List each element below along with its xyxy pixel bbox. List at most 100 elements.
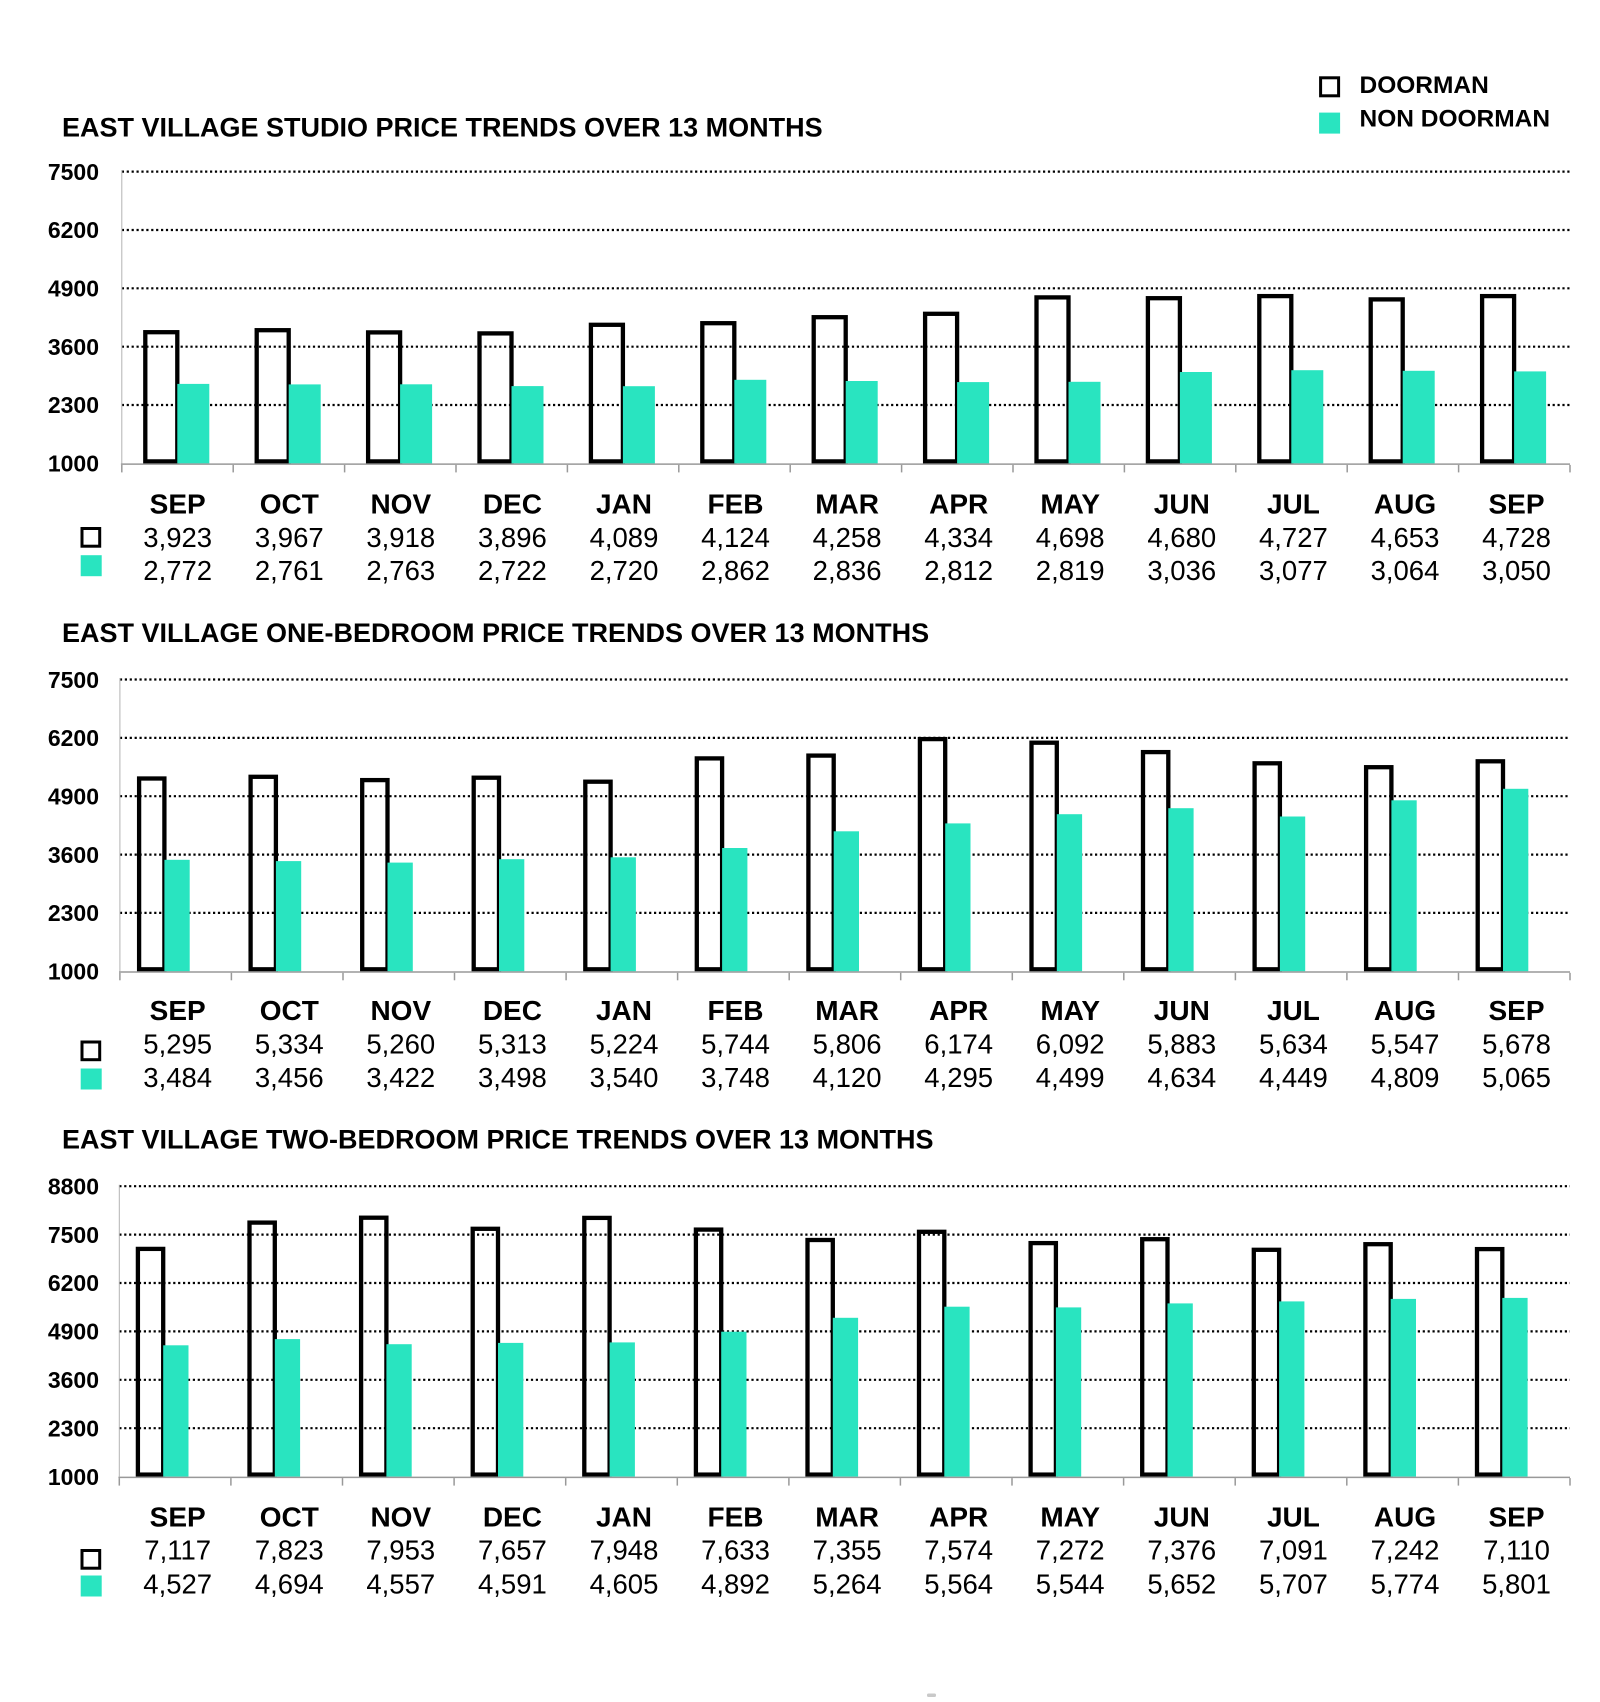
svg-text:MAY: MAY — [1040, 1502, 1100, 1533]
svg-text:4900: 4900 — [48, 784, 99, 810]
svg-text:4,557: 4,557 — [366, 1569, 435, 1600]
svg-text:4,124: 4,124 — [701, 522, 770, 553]
svg-text:SEP: SEP — [150, 1502, 206, 1533]
svg-text:4,120: 4,120 — [813, 1062, 882, 1093]
svg-text:EAST VILLAGE ONE-BEDROOM PRICE: EAST VILLAGE ONE-BEDROOM PRICE TRENDS OV… — [62, 618, 929, 648]
svg-text:7,574: 7,574 — [924, 1534, 993, 1565]
svg-text:3,748: 3,748 — [701, 1062, 770, 1093]
svg-text:5,544: 5,544 — [1036, 1569, 1105, 1600]
svg-text:APR: APR — [929, 1502, 988, 1533]
svg-text:7,376: 7,376 — [1147, 1534, 1216, 1565]
svg-text:SEP: SEP — [150, 488, 206, 519]
svg-text:FEB: FEB — [708, 488, 764, 519]
svg-text:MAR: MAR — [815, 488, 879, 519]
svg-text:3,967: 3,967 — [255, 522, 324, 553]
svg-text:5,547: 5,547 — [1371, 1029, 1440, 1060]
svg-text:SEP: SEP — [1488, 995, 1544, 1026]
svg-text:3600: 3600 — [48, 842, 99, 868]
svg-text:2,862: 2,862 — [701, 555, 770, 586]
svg-text:JAN: JAN — [596, 488, 652, 519]
svg-text:3,077: 3,077 — [1259, 555, 1328, 586]
svg-text:FEB: FEB — [708, 995, 764, 1026]
svg-text:8800: 8800 — [48, 1173, 99, 1199]
svg-text:2,772: 2,772 — [143, 555, 212, 586]
svg-text:OCT: OCT — [260, 488, 319, 519]
svg-text:4,728: 4,728 — [1482, 522, 1551, 553]
svg-text:4,591: 4,591 — [478, 1569, 547, 1600]
svg-text:SEP: SEP — [1488, 1502, 1544, 1533]
svg-text:5,744: 5,744 — [701, 1029, 770, 1060]
svg-text:NON DOORMAN: NON DOORMAN — [1360, 106, 1551, 133]
svg-text:MAY: MAY — [1040, 995, 1100, 1026]
svg-text:OCT: OCT — [260, 1502, 319, 1533]
svg-text:2,812: 2,812 — [924, 555, 993, 586]
svg-text:MAR: MAR — [815, 995, 879, 1026]
svg-text:SEP: SEP — [1488, 488, 1544, 519]
svg-text:4,499: 4,499 — [1036, 1062, 1105, 1093]
svg-text:1000: 1000 — [48, 959, 99, 985]
svg-text:7500: 7500 — [48, 159, 99, 185]
svg-text:2300: 2300 — [48, 900, 99, 926]
svg-text:2,720: 2,720 — [590, 555, 659, 586]
svg-text:JUN: JUN — [1154, 1502, 1210, 1533]
svg-text:3,050: 3,050 — [1482, 555, 1551, 586]
svg-text:3,923: 3,923 — [143, 522, 212, 553]
svg-text:4,449: 4,449 — [1259, 1062, 1328, 1093]
svg-text:APR: APR — [929, 995, 988, 1026]
svg-text:4,727: 4,727 — [1259, 522, 1328, 553]
svg-text:5,806: 5,806 — [813, 1029, 882, 1060]
svg-text:7,948: 7,948 — [590, 1534, 659, 1565]
svg-text:3,896: 3,896 — [478, 522, 547, 553]
svg-text:6200: 6200 — [48, 725, 99, 751]
svg-text:7,657: 7,657 — [478, 1534, 547, 1565]
svg-text:5,883: 5,883 — [1147, 1029, 1216, 1060]
svg-text:JUN: JUN — [1154, 995, 1210, 1026]
svg-text:JAN: JAN — [596, 1502, 652, 1533]
svg-text:7,633: 7,633 — [701, 1534, 770, 1565]
svg-text:5,313: 5,313 — [478, 1029, 547, 1060]
svg-text:1000: 1000 — [48, 451, 99, 477]
svg-text:5,334: 5,334 — [255, 1029, 324, 1060]
svg-text:DEC: DEC — [483, 995, 542, 1026]
svg-text:4,653: 4,653 — [1371, 522, 1440, 553]
svg-text:SEP: SEP — [150, 995, 206, 1026]
svg-text:7,953: 7,953 — [366, 1534, 435, 1565]
svg-text:4,809: 4,809 — [1371, 1062, 1440, 1093]
svg-text:4,892: 4,892 — [701, 1569, 770, 1600]
svg-text:3600: 3600 — [48, 1367, 99, 1393]
svg-text:5,295: 5,295 — [143, 1029, 212, 1060]
svg-text:4,694: 4,694 — [255, 1569, 324, 1600]
svg-text:7,355: 7,355 — [813, 1534, 882, 1565]
svg-text:4,527: 4,527 — [143, 1569, 212, 1600]
svg-text:NOV: NOV — [370, 1502, 431, 1533]
svg-text:5,634: 5,634 — [1259, 1029, 1328, 1060]
svg-text:5,801: 5,801 — [1482, 1569, 1551, 1600]
svg-text:3,540: 3,540 — [590, 1062, 659, 1093]
svg-text:3,918: 3,918 — [366, 522, 435, 553]
svg-text:7500: 7500 — [48, 1222, 99, 1248]
svg-text:MAY: MAY — [1040, 488, 1100, 519]
svg-text:JUL: JUL — [1267, 995, 1320, 1026]
svg-text:6200: 6200 — [48, 217, 99, 243]
svg-text:AUG: AUG — [1374, 995, 1436, 1026]
svg-text:7,823: 7,823 — [255, 1534, 324, 1565]
svg-text:FEB: FEB — [708, 1502, 764, 1533]
svg-text:3,498: 3,498 — [478, 1062, 547, 1093]
svg-text:NOV: NOV — [370, 995, 431, 1026]
svg-text:3600: 3600 — [48, 334, 99, 360]
svg-text:2,819: 2,819 — [1036, 555, 1105, 586]
svg-text:2300: 2300 — [48, 1415, 99, 1441]
svg-text:4,680: 4,680 — [1147, 522, 1216, 553]
svg-text:NOV: NOV — [370, 488, 431, 519]
svg-text:OCT: OCT — [260, 995, 319, 1026]
svg-text:1000: 1000 — [48, 1464, 99, 1490]
svg-text:DEC: DEC — [483, 1502, 542, 1533]
svg-text:JUL: JUL — [1267, 1502, 1320, 1533]
svg-text:3,036: 3,036 — [1147, 555, 1216, 586]
svg-text:EAST VILLAGE TWO-BEDROOM PRICE: EAST VILLAGE TWO-BEDROOM PRICE TRENDS OV… — [62, 1125, 934, 1155]
svg-text:5,678: 5,678 — [1482, 1029, 1551, 1060]
svg-text:2,763: 2,763 — [366, 555, 435, 586]
svg-text:6,092: 6,092 — [1036, 1029, 1105, 1060]
svg-text:4900: 4900 — [48, 276, 99, 302]
svg-text:AUG: AUG — [1374, 488, 1436, 519]
